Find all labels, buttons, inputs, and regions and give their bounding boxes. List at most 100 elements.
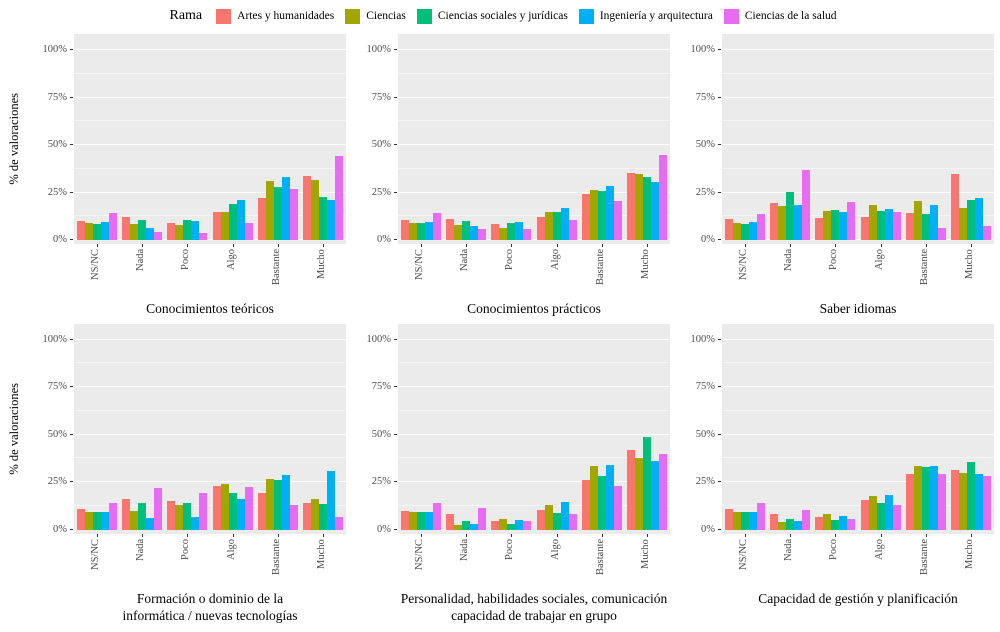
y-tick-mark (718, 386, 721, 388)
bar (860, 217, 869, 240)
plot-area: 0% 25% 50% 75% 100% (36, 34, 346, 245)
bar (257, 198, 266, 240)
bar (847, 202, 856, 240)
minor-gridline (74, 120, 346, 122)
minor-gridline (722, 215, 994, 217)
y-tick-label: 0% (701, 523, 715, 535)
bar (831, 209, 840, 240)
y-tick-mark (718, 144, 721, 145)
bar (153, 487, 162, 530)
y-tick-mark (70, 144, 73, 145)
minor-gridline (74, 362, 346, 364)
bar-group (400, 213, 441, 240)
major-gridline (722, 96, 994, 98)
x-tick-mark (647, 244, 649, 247)
bar (785, 191, 794, 240)
x-tick-mark (232, 533, 234, 537)
bar (445, 514, 454, 530)
bar (724, 508, 733, 530)
bar (92, 223, 101, 240)
x-tick-mark (96, 244, 98, 247)
bar (461, 221, 470, 240)
legend-item-label: Ciencias (366, 10, 406, 22)
facet-title-line: informática / nuevas tecnologías (122, 608, 298, 624)
facet-row-1: % de valoraciones 0% 25% 50% 75% 100% NS/NC Nad… (6, 34, 1000, 318)
bar (477, 507, 486, 530)
y-tick-mark (70, 239, 73, 240)
bar-group (815, 514, 856, 530)
bar-group (905, 465, 946, 530)
bar-group (400, 502, 441, 530)
bar (137, 502, 146, 530)
bar-group (860, 495, 901, 530)
bar (905, 474, 914, 530)
y-tick-mark (718, 96, 721, 98)
bar (175, 504, 184, 530)
major-gridline (722, 191, 994, 193)
bar (568, 514, 577, 530)
y-tick-label: 100% (366, 44, 392, 55)
facet-title-line: capacidad de trabajar en grupo (451, 608, 617, 624)
bar (424, 221, 433, 240)
bar (847, 519, 856, 530)
bar (199, 492, 208, 530)
x-axis: NS/NC Nada Poco Algo Bastante Mucho (722, 244, 994, 300)
bar (568, 220, 577, 240)
x-tick-mark (466, 244, 467, 247)
y-tick-label: 0% (377, 523, 391, 535)
bar (831, 520, 840, 530)
x-tick-mark (556, 244, 558, 247)
bar (613, 201, 622, 240)
bar (967, 200, 976, 240)
y-axis: 0% 25% 50% 75% 100% (36, 34, 74, 245)
x-axis: NS/NC Nada Poco Algo Bastante Mucho (74, 244, 346, 300)
bar (839, 211, 848, 240)
y-tick-label: 75% (371, 91, 391, 103)
y-tick-mark (718, 481, 721, 483)
x-tick-mark (278, 244, 279, 247)
bar (951, 174, 960, 240)
x-tick-label: Bastante (595, 249, 606, 286)
y-axis: 0% 25% 50% 75% 100% (360, 324, 398, 535)
y-tick-label: 100% (690, 44, 716, 55)
x-tick-label: Bastante (919, 538, 930, 575)
bar-group (121, 487, 162, 530)
bar (121, 499, 130, 530)
bar (560, 502, 569, 530)
major-gridline (398, 528, 670, 530)
x-tick-mark (971, 533, 973, 537)
y-axis: 0% 25% 50% 75% 100% (36, 324, 74, 535)
bar-group (76, 502, 117, 530)
bar (453, 524, 462, 530)
x-tick-label: Nada (783, 249, 794, 272)
facet-title: Conocimientos prácticos (398, 300, 670, 318)
bar (499, 519, 508, 530)
bar (507, 222, 516, 240)
minor-gridline (398, 167, 670, 169)
bar-group (769, 169, 810, 240)
bar (400, 220, 409, 240)
bar (281, 177, 290, 240)
bar (191, 517, 200, 530)
y-tick-label: 50% (47, 139, 67, 150)
x-tick-label: Mucho (964, 538, 976, 569)
y-tick-label: 25% (695, 476, 715, 488)
y-tick-label: 100% (366, 333, 392, 345)
bar-group (627, 437, 668, 530)
bar (913, 465, 922, 530)
facet-2: 0% 25% 50% 75% 100% NS/NC Nada Poco Algo Bastante… (360, 34, 670, 318)
bar (635, 174, 644, 240)
bar (289, 504, 298, 530)
major-gridline (398, 481, 670, 483)
minor-gridline (398, 504, 670, 506)
bar-group (121, 217, 162, 240)
x-tick-label: Mucho (316, 538, 328, 569)
y-tick-label: 25% (371, 186, 391, 198)
x-tick-label: Algo (549, 538, 561, 560)
minor-gridline (722, 72, 994, 74)
major-gridline (398, 433, 670, 435)
minor-gridline (722, 362, 994, 364)
facet-row-2: % de valoraciones 0% 25% 50% 75% 100% NS/NC Nad… (6, 323, 1000, 625)
bar (605, 185, 614, 240)
x-tick-mark (744, 244, 746, 247)
